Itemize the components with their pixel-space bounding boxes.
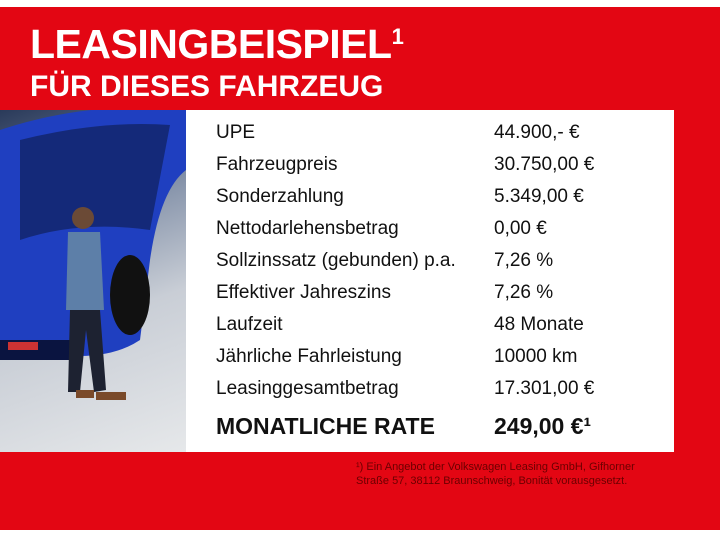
- footnote-line: Straße 57, 38112 Braunschweig, Bonität v…: [356, 475, 628, 487]
- car-photo: [0, 110, 186, 452]
- page-title: LEASINGBEISPIEL1: [30, 21, 404, 67]
- detail-row: Nettodarlehensbetrag 0,00 €: [216, 218, 547, 239]
- footnote-line: ¹) Ein Angebot der Volkswagen Leasing Gm…: [356, 461, 635, 473]
- monthly-rate-row: MONATLICHE RATE 249,00 €¹: [216, 413, 592, 439]
- detail-row: Sonderzahlung 5.349,00 €: [216, 186, 584, 207]
- footnote: ¹) Ein Angebot der Volkswagen Leasing Gm…: [356, 460, 635, 488]
- page-subtitle: FÜR DIESES FAHRZEUG: [30, 70, 384, 103]
- detail-row: Sollzinssatz (gebunden) p.a. 7,26 %: [216, 250, 554, 271]
- detail-row: Jährliche Fahrleistung 10000 km: [216, 346, 578, 367]
- detail-row: Fahrzeugpreis 30.750,00 €: [216, 154, 595, 175]
- detail-row: Effektiver Jahreszins 7,26 %: [216, 282, 554, 303]
- detail-row: Leasinggesamtbetrag 17.301,00 €: [216, 378, 595, 399]
- detail-row: UPE 44.900,- €: [216, 122, 580, 143]
- leasing-details-panel: UPE 44.900,- € Fahrzeugpreis 30.750,00 € S…: [186, 110, 674, 452]
- detail-row: Laufzeit 48 Monate: [216, 314, 584, 335]
